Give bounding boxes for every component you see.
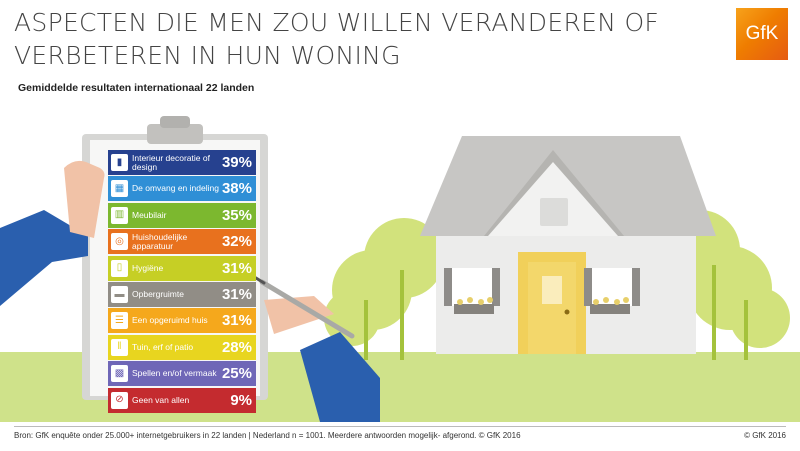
right-arm	[254, 276, 380, 422]
category-label: Hygiëne	[132, 262, 164, 273]
divider	[14, 426, 786, 427]
chart-row: ▩ Spellen en/of vermaak 25%	[108, 361, 256, 387]
tree-trunks	[364, 265, 748, 360]
cabinet-icon: ▥	[111, 206, 128, 224]
value-label: 9%	[230, 391, 252, 409]
title-line-1: ASPECTEN DIE MEN ZOU WILLEN VERANDEREN O…	[14, 8, 660, 37]
category-label: Spellen en/of vermaak	[132, 368, 217, 379]
gfk-logo: GfK	[736, 8, 788, 60]
value-label: 38%	[221, 180, 252, 198]
value-label: 35%	[221, 206, 252, 224]
value-label: 31%	[221, 312, 252, 330]
subtitle: Gemiddelde resultaten internationaal 22 …	[18, 82, 255, 94]
house	[420, 136, 716, 354]
chart-row: ▬ Opbergruimte 31%	[108, 282, 256, 307]
chart-row: ☰ Een opgeruimd huis 31%	[108, 308, 256, 334]
game-controller-icon: ▩	[111, 365, 128, 383]
floor-plan-icon: ▦	[111, 180, 128, 198]
category-label: Opbergruimte	[132, 289, 184, 299]
category-label: Geen van allen	[132, 394, 190, 405]
category-label: Interieur decoratie of design	[132, 152, 210, 172]
value-label: 28%	[221, 338, 252, 356]
fence-icon: ‖	[111, 338, 128, 356]
chart-row: ◎ Huishoudelijke apparatuur 32%	[108, 229, 256, 255]
category-label: Huishoudelijke apparatuur	[132, 231, 188, 251]
value-label: 39%	[221, 154, 252, 171]
value-label: 32%	[221, 233, 252, 251]
copyright: © GfK 2016	[744, 431, 786, 440]
value-label: 25%	[221, 365, 252, 383]
chart-row: ⊘ Geen van allen 9%	[108, 387, 256, 413]
page-title: ASPECTEN DIE MEN ZOU WILLEN VERANDEREN O…	[14, 6, 659, 72]
value-label: 31%	[221, 259, 252, 277]
toilet-paper-icon: ▯	[111, 259, 128, 277]
tree-left	[324, 218, 444, 346]
chart-row: ‖ Tuin, erf of patio 28%	[108, 334, 256, 360]
paint-roller-icon: ▮	[111, 154, 128, 171]
storage-box-icon: ▬	[111, 286, 128, 303]
chart-row: ▦ De omvang en indeling 38%	[108, 176, 256, 202]
left-arm	[0, 160, 105, 306]
category-label: Tuin, erf of patio	[132, 341, 194, 352]
category-label: Meubilair	[132, 209, 167, 220]
category-label: De omvang en indeling	[132, 183, 219, 194]
tidy-house-icon: ☰	[111, 312, 128, 330]
chart-row: ▥ Meubilair 35%	[108, 202, 256, 228]
value-label: 31%	[221, 286, 252, 303]
washing-machine-icon: ◎	[111, 233, 128, 251]
none-icon: ⊘	[111, 391, 128, 409]
chart-row: ▯ Hygiëne 31%	[108, 255, 256, 281]
title-line-2: VERBETEREN IN HUN WONING	[14, 41, 401, 70]
category-label: Een opgeruimd huis	[132, 315, 208, 326]
source-note: Bron: GfK enquête onder 25.000+ internet…	[14, 431, 521, 440]
chart-row: ▮ Interieur decoratie of design 39%	[108, 150, 256, 175]
